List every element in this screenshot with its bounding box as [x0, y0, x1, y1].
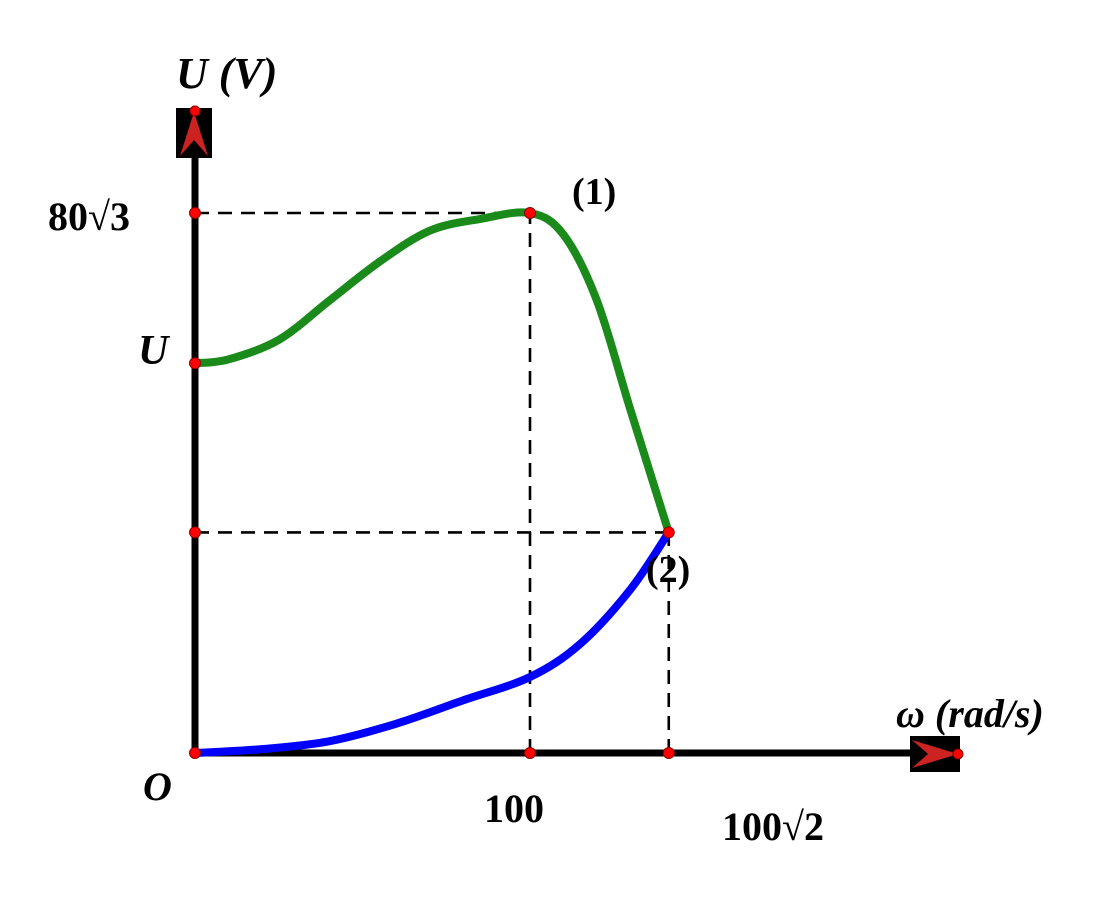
marker-point-4: [189, 526, 201, 539]
origin-label: O: [143, 764, 172, 809]
x-tick-label-100sqrt2: 100√2: [722, 804, 824, 849]
y-axis-tip-point: [189, 105, 201, 117]
marker-point-2: [189, 207, 201, 219]
marker-point-8: [662, 526, 675, 539]
marker-point-5: [524, 747, 536, 759]
guide-lines: [195, 211, 671, 753]
marker-point-7: [524, 207, 536, 219]
marker-point-1: [189, 747, 201, 759]
marker-point-6: [662, 747, 675, 759]
series-2-line: [191, 528, 673, 757]
x-axis-label: ω (rad/s): [896, 691, 1044, 736]
marker-points: [189, 105, 964, 760]
x-axis-arrow-icon: [910, 736, 960, 772]
x-tick-label-100: 100: [484, 786, 544, 831]
x-axis-tip-point: [952, 748, 964, 760]
y-axis-label: U (V): [176, 49, 277, 98]
marker-point-3: [189, 357, 201, 370]
y-tick-label-80sqrt3: 80√3: [48, 194, 130, 239]
series-2-label: (2): [646, 549, 690, 591]
series-curves: [191, 208, 673, 757]
series-1-line: [191, 208, 673, 537]
y-tick-label-U: U: [138, 328, 171, 374]
series-1-label: (1): [572, 171, 616, 213]
